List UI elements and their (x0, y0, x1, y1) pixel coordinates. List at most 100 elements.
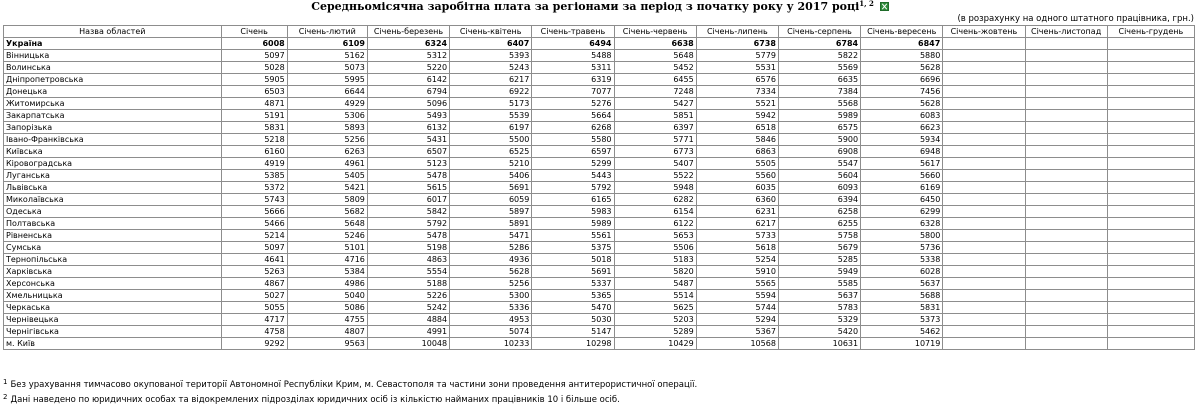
salary-value-cell: 4716 (286, 253, 368, 266)
salary-value-cell (1106, 217, 1196, 230)
salary-value-cell (1106, 145, 1196, 158)
salary-value-cell: 5470 (531, 301, 615, 314)
column-header-period: Січень-червень (613, 25, 697, 38)
region-name-cell: Луганська (3, 169, 222, 182)
salary-value-cell: 5210 (449, 157, 533, 170)
salary-value-cell (942, 301, 1026, 314)
salary-value-cell (1024, 313, 1108, 326)
salary-value-cell (1024, 73, 1108, 86)
table-row: Київська 6160 6263 6507 6525 6597 6773 6863 6908… (3, 145, 1196, 158)
salary-value-cell: 6507 (366, 145, 451, 158)
salary-value-cell (1106, 85, 1196, 98)
salary-value-cell: 5488 (531, 49, 615, 62)
salary-value-cell: 6638 (613, 37, 697, 50)
salary-value-cell: 4936 (449, 253, 533, 266)
salary-value-cell (1106, 61, 1196, 74)
salary-value-cell: 6397 (613, 121, 697, 134)
salary-value-cell: 5101 (286, 241, 368, 254)
region-name-cell: Харківська (3, 265, 222, 278)
salary-value-cell: 5604 (777, 169, 862, 182)
salary-value-cell (1024, 217, 1108, 230)
salary-value-cell: 6035 (695, 181, 779, 194)
salary-value-cell: 5905 (220, 73, 288, 86)
column-header-period: Січень-травень (531, 25, 615, 38)
excel-download-icon[interactable] (879, 2, 889, 11)
salary-value-cell: 6059 (449, 193, 533, 206)
salary-value-cell (1106, 301, 1196, 314)
salary-value-cell: 6597 (531, 145, 615, 158)
salary-value-cell: 5628 (860, 97, 944, 110)
table-row: Чернігівська 4758 4807 4991 5074 5147 5289 5367… (3, 325, 1196, 338)
region-name-cell: Чернівецька (3, 313, 222, 326)
salary-value-cell: 5691 (531, 265, 615, 278)
salary-value-cell: 5995 (286, 73, 368, 86)
page-title: Середньомісячна заробітна плата за регіо… (0, 0, 1200, 14)
region-name-cell: Дніпропетровська (3, 73, 222, 86)
salary-value-cell: 5771 (613, 133, 697, 146)
salary-value-cell (1106, 289, 1196, 302)
salary-value-cell: 6635 (777, 73, 862, 86)
region-name-cell: м. Київ (3, 337, 222, 350)
salary-value-cell (942, 61, 1026, 74)
salary-value-cell: 4986 (286, 277, 368, 290)
column-header-period: Січень (220, 25, 288, 38)
salary-value-cell: 5373 (860, 313, 944, 326)
salary-value-cell: 5336 (449, 301, 533, 314)
salary-value-cell (1024, 205, 1108, 218)
salary-value-cell: 5406 (449, 169, 533, 182)
salary-value-cell (1024, 157, 1108, 170)
salary-value-cell: 5569 (777, 61, 862, 74)
salary-value-cell: 6169 (860, 181, 944, 194)
salary-value-cell: 5628 (860, 61, 944, 74)
salary-value-cell (1106, 313, 1196, 326)
salary-value-cell: 5615 (366, 181, 451, 194)
salary-value-cell: 6263 (286, 145, 368, 158)
salary-value-cell: 5660 (860, 169, 944, 182)
region-name-cell: Львівська (3, 181, 222, 194)
table-row: м. Київ 9292 9563 10048 10233 10298 10429 10568… (3, 337, 1196, 350)
salary-value-cell: 6644 (286, 85, 368, 98)
salary-value-cell: 5329 (777, 313, 862, 326)
salary-value-cell: 5285 (777, 253, 862, 266)
salary-value-cell: 5648 (613, 49, 697, 62)
salary-value-cell: 5682 (286, 205, 368, 218)
salary-value-cell (1106, 193, 1196, 206)
salary-value-cell (1106, 37, 1196, 50)
region-name-cell: Чернігівська (3, 325, 222, 338)
salary-value-cell: 5568 (777, 97, 862, 110)
footnote-1: 1 Без урахування тимчасово окупованої тер… (3, 379, 697, 391)
salary-value-cell (1024, 193, 1108, 206)
salary-value-cell: 5637 (777, 289, 862, 302)
table-row: Чернівецька 4717 4755 4884 4953 5030 5203 5294 5… (3, 313, 1196, 326)
region-name-cell: Івано-Франківська (3, 133, 222, 146)
table-row: Івано-Франківська 5218 5256 5431 5500 5580 577… (3, 133, 1196, 146)
salary-value-cell: 6847 (860, 37, 944, 50)
salary-value-cell: 5123 (366, 157, 451, 170)
salary-value-cell: 4961 (286, 157, 368, 170)
table-row: Кіровоградська 4919 4961 5123 5210 5299 5407 55… (3, 157, 1196, 170)
salary-value-cell: 5910 (695, 265, 779, 278)
salary-value-cell: 5214 (220, 229, 288, 242)
salary-value-cell (1106, 169, 1196, 182)
salary-value-cell: 6455 (613, 73, 697, 86)
salary-value-cell: 5294 (695, 313, 779, 326)
salary-value-cell: 5831 (860, 301, 944, 314)
region-name-cell: Полтавська (3, 217, 222, 230)
salary-value-cell: 6154 (613, 205, 697, 218)
salary-value-cell: 5617 (860, 157, 944, 170)
salary-value-cell: 4991 (366, 325, 451, 338)
units-note: (в розрахунку на одного штатного працівн… (957, 14, 1194, 24)
salary-value-cell: 5478 (366, 229, 451, 242)
salary-value-cell: 7248 (613, 85, 697, 98)
table-header-row: Назва областей Січень Січень-лютий Січень-б… (3, 25, 1196, 38)
salary-value-cell: 5462 (860, 325, 944, 338)
salary-value-cell: 5736 (860, 241, 944, 254)
salary-value-cell (1106, 49, 1196, 62)
salary-value-cell: 4755 (286, 313, 368, 326)
salary-value-cell: 4758 (220, 325, 288, 338)
salary-value-cell (942, 277, 1026, 290)
salary-value-cell: 5337 (531, 277, 615, 290)
table-row: Одеська 5666 5682 5842 5897 5983 6154 6231 6258 6… (3, 205, 1196, 218)
salary-value-cell: 6773 (613, 145, 697, 158)
salary-value-cell: 5851 (613, 109, 697, 122)
